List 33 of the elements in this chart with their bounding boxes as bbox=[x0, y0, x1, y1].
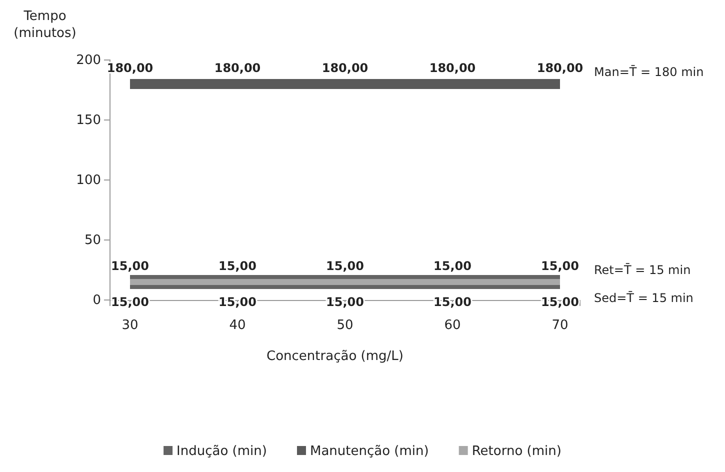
data-label: 15,00 bbox=[218, 259, 256, 273]
data-label: 15,00 bbox=[111, 295, 149, 309]
y-tick-label: 50 bbox=[84, 233, 101, 248]
data-label: 15,00 bbox=[434, 295, 472, 309]
x-axis-title: Concentração (mg/L) bbox=[266, 349, 404, 364]
text: Man=T̄ = 180 min bbox=[594, 64, 704, 79]
data-label: 180,00 bbox=[536, 61, 584, 75]
text: Sed=T̄ = 15 min bbox=[594, 290, 694, 305]
data-label: 180,00 bbox=[106, 61, 154, 75]
y-tick-label: 100 bbox=[76, 173, 101, 188]
legend-label: Indução (min) bbox=[176, 444, 267, 459]
y-tick-label: 0 bbox=[92, 293, 101, 308]
data-label: 15,00 bbox=[541, 295, 579, 309]
x-tick-label: 30 bbox=[122, 318, 138, 334]
x-tick-label: 60 bbox=[444, 318, 461, 334]
x-tick-label: 50 bbox=[336, 318, 354, 334]
data-label: 15,00 bbox=[434, 259, 472, 273]
legend-label: Retorno (min) bbox=[472, 444, 562, 459]
data-label: 15,00 bbox=[326, 295, 364, 309]
y-axis-title: Tempo (minutos) bbox=[14, 9, 76, 41]
data-label: 180,00 bbox=[214, 61, 261, 75]
legend-label: Manutenção (min) bbox=[310, 444, 429, 459]
data-label: 15,00 bbox=[326, 259, 364, 273]
text: Ret=T̄ = 15 min bbox=[594, 262, 691, 277]
data-label: 180,00 bbox=[429, 61, 476, 75]
data-label: 180,00 bbox=[322, 61, 368, 75]
data-label: 15,00 bbox=[541, 259, 579, 273]
x-tick-label: 70 bbox=[552, 318, 568, 334]
data-label: 15,00 bbox=[111, 259, 149, 273]
x-tick-label: 40 bbox=[229, 318, 246, 334]
data-label: 15,00 bbox=[218, 295, 256, 309]
y-tick-label: 150 bbox=[76, 113, 101, 128]
y-tick-label: 200 bbox=[76, 53, 101, 68]
